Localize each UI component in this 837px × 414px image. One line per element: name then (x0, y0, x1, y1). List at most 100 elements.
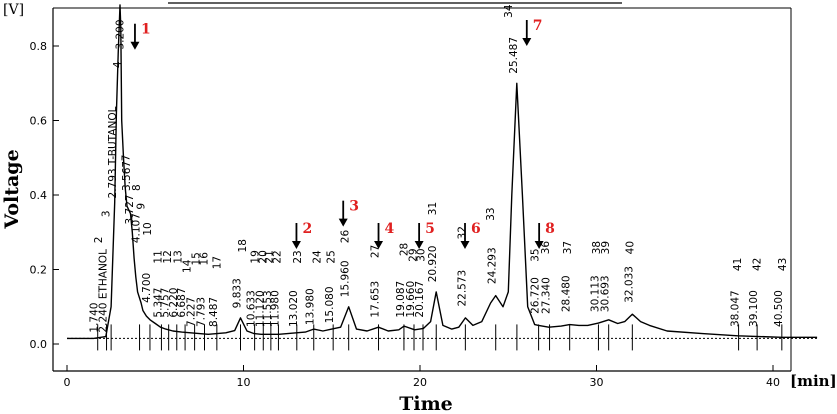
chromatogram-trace (67, 4, 818, 340)
peak-label: 15.080 (324, 286, 336, 323)
peak-label: 24.293 (487, 247, 499, 284)
marker-label: 6 (471, 221, 481, 237)
peak-label: 19 (250, 250, 262, 263)
peak-label: 5.757 (160, 288, 172, 318)
peak-label: 34 (503, 4, 515, 18)
peak-label: 39.100 (748, 290, 760, 327)
x-tick-label: 40 (766, 376, 780, 389)
peak-label: 3.727 (124, 194, 136, 224)
peak-label: 13.980 (305, 288, 317, 325)
peak-label: 17.653 (370, 281, 382, 318)
peak-label: 36 (540, 241, 552, 255)
y-tick-label: 0.2 (30, 264, 48, 277)
y-tick-label: 0.6 (30, 115, 48, 128)
peak-label: 41 (732, 258, 744, 271)
marker-label: 4 (385, 221, 395, 237)
marker-arrow-head (374, 241, 384, 250)
peak-label: 3.567 (121, 161, 133, 191)
peak-label: 9.833 (232, 278, 244, 308)
peak-label: 30.113 (589, 275, 601, 312)
x-tick-label: 20 (413, 376, 427, 389)
y-unit-label: [V] (3, 2, 24, 18)
peak-label: 7.227 (186, 297, 198, 327)
peak-label: 42 (752, 258, 764, 271)
peak-label: 13 (173, 250, 185, 263)
peak-label: 20.167 (414, 281, 426, 318)
peak-label: 29 (407, 248, 419, 261)
peak-label: 27.340 (541, 277, 553, 314)
peak-label: 22 (272, 250, 284, 263)
peak-label: 11.120 (254, 290, 266, 327)
x-tick-label: 10 (237, 376, 251, 389)
peak-label: 18 (237, 239, 249, 252)
peak-label: 14 (182, 259, 194, 273)
marker-arrow-head (338, 218, 348, 227)
peak-label: 10 (142, 222, 154, 235)
plot-frame (52, 7, 792, 372)
peak-label: 40.500 (773, 290, 785, 327)
peak-label: 25 (325, 250, 337, 263)
peak-label: 6.687 (176, 288, 188, 318)
peak-label: 5.347 (152, 288, 164, 318)
peak-label: 9 (136, 203, 148, 210)
marker-label: 5 (425, 221, 435, 237)
peak-label: 11.553 (262, 290, 274, 327)
peak-label: 19.660 (405, 281, 417, 318)
peak-label: 4.107 (130, 213, 142, 243)
marker-label: 3 (349, 199, 359, 215)
peak-markers: 1 2 3 4 5 6 7 8 (130, 18, 555, 250)
peak-label: 11 (152, 250, 164, 263)
peak-label: 43 (777, 258, 789, 271)
peak-label: 37 (562, 241, 574, 254)
peak-label: 7.793 (195, 297, 207, 327)
peak-label: 15 (190, 252, 202, 265)
marker-label: 8 (545, 221, 555, 237)
y-tick-label: 0.4 (30, 189, 48, 202)
peak-label: 2 (93, 237, 105, 244)
peak-label: 33 (485, 207, 497, 220)
peak-label: 26.720 (530, 277, 542, 314)
peak-label: 30.693 (600, 275, 612, 312)
peak-label: 20 (257, 250, 269, 263)
marker-arrow-head (460, 241, 470, 250)
peak-label: 19.087 (395, 281, 407, 318)
y-tick-label: 0.0 (30, 338, 48, 351)
peak-label: 38 (591, 241, 603, 254)
peak-label: 3.200 (114, 19, 126, 49)
marker-label: 7 (533, 18, 543, 34)
peak-label: 38.047 (730, 290, 742, 327)
marker-arrow-head (522, 38, 532, 46)
x-unit-label: [min] (790, 372, 837, 390)
peak-label: 8.487 (208, 297, 220, 327)
marker-label: 1 (141, 22, 151, 38)
x-ticks: 0 10 20 30 40 (64, 365, 780, 389)
marker-arrow-head (130, 41, 140, 50)
peak-label: 23 (292, 250, 304, 263)
peak-label: 25.487 (508, 37, 520, 74)
x-tick-label: 0 (64, 376, 71, 389)
peak-label: 7 (121, 155, 133, 162)
y-axis-title: Voltage (1, 149, 23, 229)
peak-label: 30 (415, 248, 427, 261)
peak-label: 40 (625, 241, 637, 254)
peak-label: 6.220 (168, 288, 180, 318)
integration-marks (97, 324, 783, 351)
peak-label: 20.920 (427, 246, 439, 283)
peak-label: 28 (399, 243, 411, 256)
marker-label: 2 (302, 221, 312, 237)
peak-label: 21 (264, 250, 276, 263)
peak-label: 15.960 (340, 260, 352, 297)
marker-arrow-head (414, 241, 424, 250)
peak-label: 22.573 (456, 270, 468, 307)
peak-label: 10.633 (246, 290, 258, 327)
trace-layer (67, 4, 818, 340)
peak-label: 32 (456, 226, 468, 239)
peak-label: 3 (100, 210, 112, 217)
y-ticks: 0.0 0.2 0.4 0.6 0.8 (30, 40, 59, 351)
peak-label: 12 (162, 250, 174, 263)
peak-label: 4 (112, 61, 124, 68)
peak-label: 26 (340, 230, 352, 244)
peak-label: 11.980 (269, 290, 281, 327)
marker-arrow-head (534, 241, 544, 250)
